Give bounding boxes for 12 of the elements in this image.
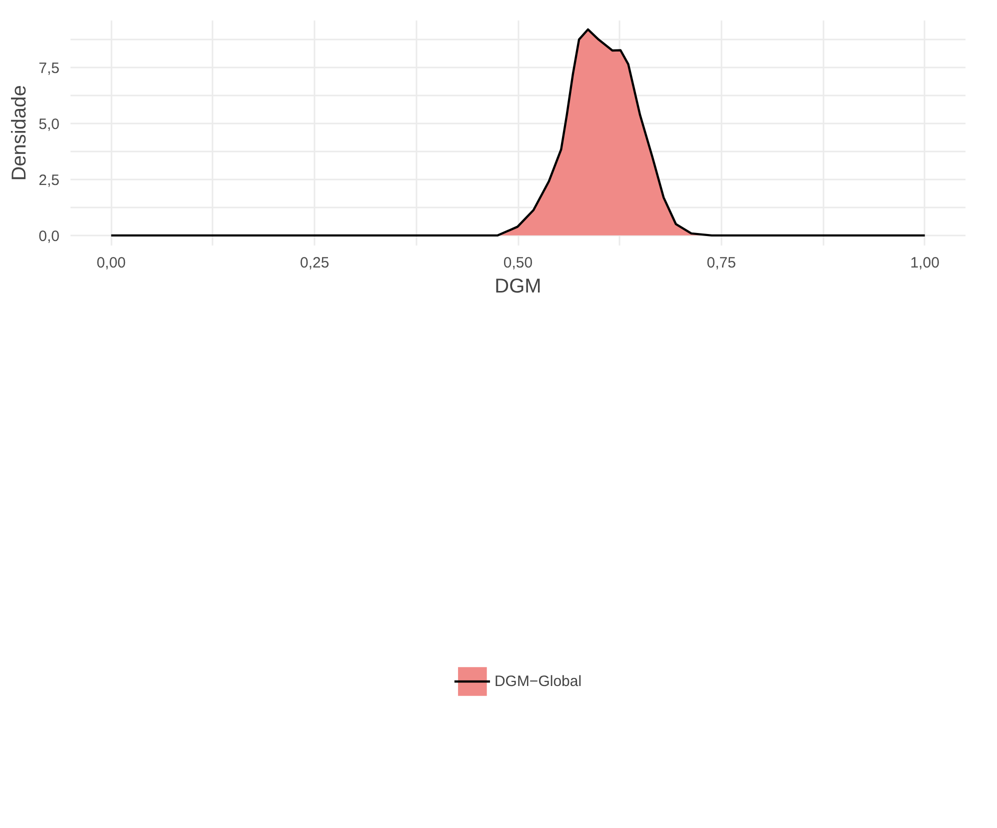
legend-label: DGM−Global [494,672,582,690]
x-tick-label: 0,75 [706,254,736,272]
x-tick-label: 1,00 [910,254,940,272]
y-tick-label: 0,0 [38,228,60,245]
y-tick-label: 7,5 [38,60,60,78]
x-axis-title: DGM [494,276,542,298]
x-tick-label: 0,00 [96,254,126,272]
x-tick-label: 0,25 [300,254,330,272]
y-tick-label: 2,5 [38,172,60,189]
y-tick-label: 5,0 [38,116,60,133]
y-axis-title: Densidade [8,85,31,181]
x-tick-label: 0,50 [503,254,533,272]
